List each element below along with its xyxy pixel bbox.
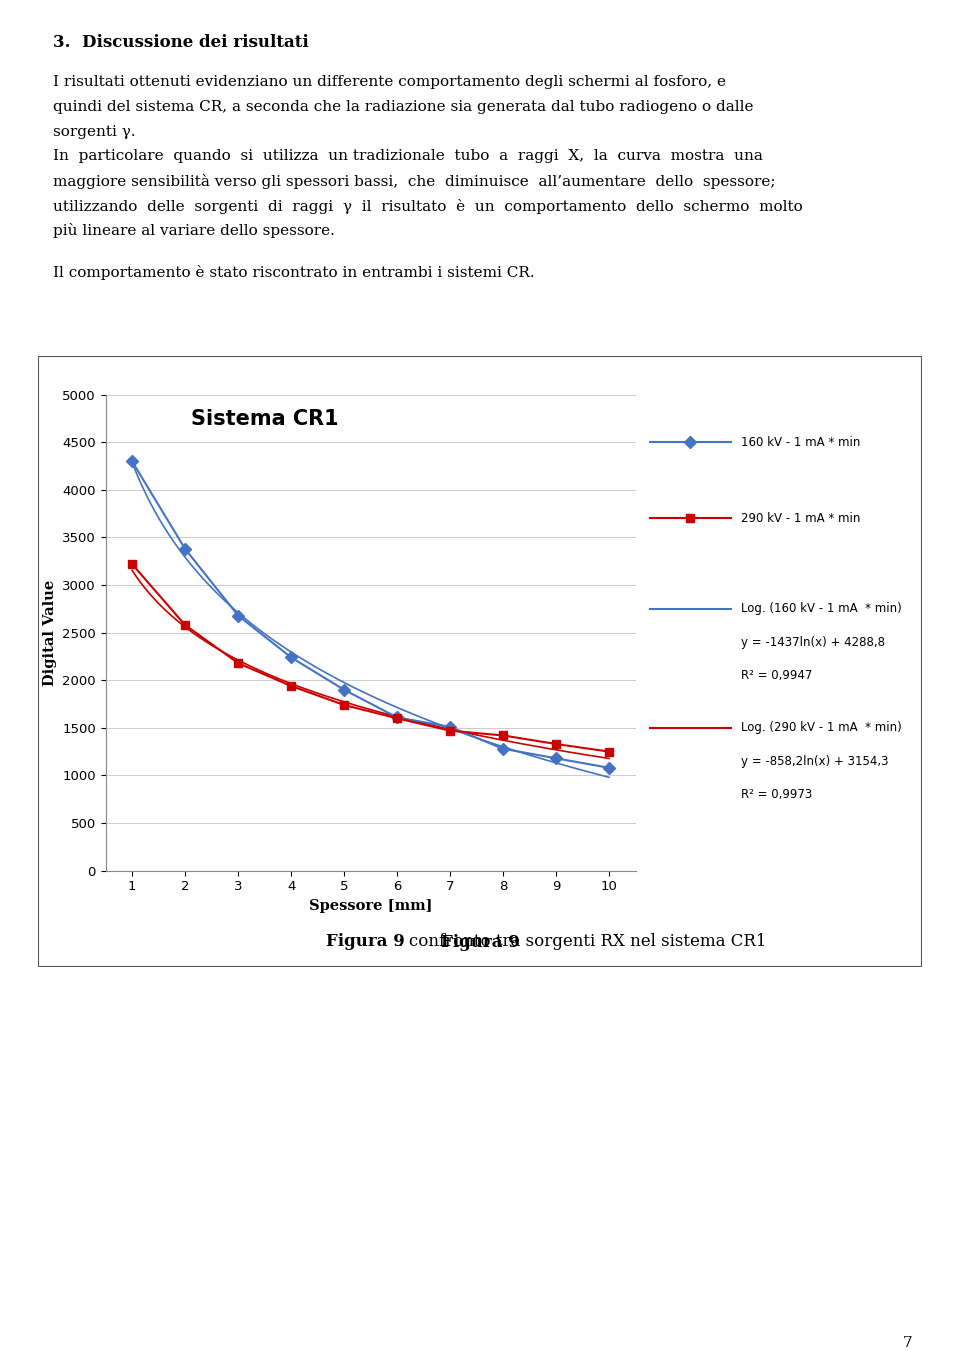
- Text: 7: 7: [902, 1337, 912, 1350]
- Text: 290 kV - 1 mA * min: 290 kV - 1 mA * min: [741, 511, 860, 525]
- Text: y = -1437ln(x) + 4288,8: y = -1437ln(x) + 4288,8: [741, 636, 885, 648]
- Text: y = -858,2ln(x) + 3154,3: y = -858,2ln(x) + 3154,3: [741, 754, 889, 768]
- Text: R² = 0,9973: R² = 0,9973: [741, 788, 812, 801]
- Text: Figura 9: Figura 9: [441, 934, 519, 951]
- X-axis label: Spessore [mm]: Spessore [mm]: [309, 899, 432, 913]
- Text: utilizzando  delle  sorgenti  di  raggi  γ  il  risultato  è  un  comportamento : utilizzando delle sorgenti di raggi γ il…: [53, 199, 803, 214]
- Text: : confronto tra sorgenti RX nel sistema CR1: : confronto tra sorgenti RX nel sistema …: [398, 934, 767, 950]
- Y-axis label: Digital Value: Digital Value: [42, 580, 57, 686]
- Text: Il comportamento è stato riscontrato in entrambi i sistemi CR.: Il comportamento è stato riscontrato in …: [53, 265, 535, 280]
- Text: Figura 9: Figura 9: [326, 934, 405, 950]
- Text: In  particolare  quando  si  utilizza  un tradizionale  tubo  a  raggi  X,  la  : In particolare quando si utilizza un tra…: [53, 149, 762, 163]
- Text: quindi del sistema CR, a seconda che la radiazione sia generata dal tubo radioge: quindi del sistema CR, a seconda che la …: [53, 100, 754, 114]
- Text: I risultati ottenuti evidenziano un differente comportamento degli schermi al fo: I risultati ottenuti evidenziano un diff…: [53, 75, 726, 89]
- Text: sorgenti γ.: sorgenti γ.: [53, 125, 135, 138]
- Text: Sistema CR1: Sistema CR1: [191, 409, 338, 429]
- Text: R² = 0,9947: R² = 0,9947: [741, 669, 812, 681]
- Text: Log. (160 kV - 1 mA  * min): Log. (160 kV - 1 mA * min): [741, 602, 902, 616]
- Text: più lineare al variare dello spessore.: più lineare al variare dello spessore.: [53, 223, 335, 239]
- Text: Log. (290 kV - 1 mA  * min): Log. (290 kV - 1 mA * min): [741, 721, 902, 735]
- Text: 3.  Discussione dei risultati: 3. Discussione dei risultati: [53, 34, 308, 51]
- Text: maggiore sensibilità verso gli spessori bassi,  che  diminuisce  all’aumentare  : maggiore sensibilità verso gli spessori …: [53, 174, 776, 189]
- Text: 160 kV - 1 mA * min: 160 kV - 1 mA * min: [741, 436, 860, 448]
